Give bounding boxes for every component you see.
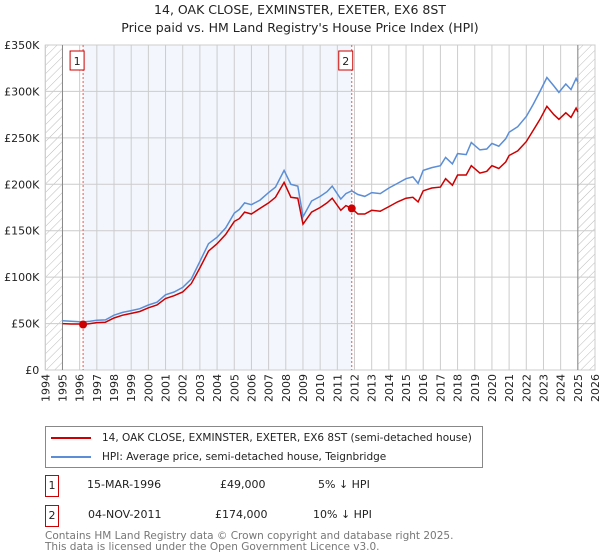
transaction-badge: 1	[45, 475, 59, 497]
x-tick-label: 2004	[211, 374, 224, 402]
footer: Contains HM Land Registry data © Crown c…	[45, 531, 453, 553]
chart-title: 14, OAK CLOSE, EXMINSTER, EXETER, EX6 8S…	[154, 2, 446, 17]
sale-badge-label: 2	[342, 55, 349, 68]
x-tick-label: 2021	[503, 374, 516, 402]
x-tick-label: 2014	[383, 374, 396, 402]
hatch-after	[577, 45, 595, 370]
transaction-row: 2 04-NOV-2011 £174,000 10% ↓ HPI	[45, 505, 445, 527]
footer-licence: This data is licensed under the Open Gov…	[45, 541, 380, 553]
sale-point	[347, 204, 356, 213]
x-tick-label: 2002	[177, 374, 190, 402]
y-tick-label: £0	[25, 364, 39, 377]
transaction-hpi: 5% ↓ HPI	[318, 478, 370, 491]
legend-label: 14, OAK CLOSE, EXMINSTER, EXETER, EX6 8S…	[102, 432, 472, 444]
x-tick-label: 2017	[434, 374, 447, 402]
x-tick-label: 2026	[589, 374, 600, 402]
y-tick-label: £300K	[4, 85, 40, 98]
x-tick-label: 2012	[349, 374, 362, 402]
x-tick-label: 2025	[572, 374, 585, 402]
legend: 14, OAK CLOSE, EXMINSTER, EXETER, EX6 8S…	[45, 426, 483, 468]
legend-swatch-blue	[51, 456, 91, 458]
legend-swatch-red	[51, 437, 91, 439]
x-tick-label: 2003	[194, 374, 207, 402]
x-tick-label: 2023	[537, 374, 550, 402]
x-tick-label: 1994	[39, 374, 52, 402]
x-tick-label: 1998	[108, 374, 121, 402]
plot-border	[44, 44, 596, 371]
footer-copyright: Contains HM Land Registry data © Crown c…	[45, 530, 454, 542]
x-tick-label: 2000	[142, 374, 155, 402]
x-tick-label: 2016	[417, 374, 430, 402]
x-tick-label: 1997	[91, 374, 104, 402]
x-tick-label: 2010	[314, 374, 327, 402]
transaction-price: £49,000	[220, 478, 266, 491]
hatch-before	[45, 45, 63, 370]
y-tick-label: £150K	[4, 225, 40, 238]
x-tick-label: 2020	[486, 374, 499, 402]
y-tick-label: £50K	[11, 318, 40, 331]
x-tick-label: 1995	[56, 374, 69, 402]
x-tick-label: 2019	[469, 374, 482, 402]
property-line	[62, 104, 579, 326]
x-tick-label: 1999	[125, 374, 138, 402]
price-chart: 1 2 1994 1995 1996 1997 1998 1999 2000 2001 2002 20…	[4, 39, 600, 402]
x-tick-label: 2015	[400, 374, 413, 402]
x-tick-label: 2001	[160, 374, 173, 402]
y-tick-label: £250K	[4, 132, 40, 145]
transaction-row: 1 15-MAR-1996 £49,000 5% ↓ HPI	[45, 475, 445, 497]
y-tick-label: £350K	[4, 39, 40, 52]
legend-item-hpi: HPI: Average price, semi-detached house,…	[51, 449, 386, 465]
sale-badge	[69, 50, 85, 71]
transaction-price: £174,000	[215, 508, 268, 521]
chart-subtitle: Price paid vs. HM Land Registry's House …	[121, 20, 479, 35]
legend-label: HPI: Average price, semi-detached house,…	[102, 451, 387, 463]
x-tick-label: 2008	[280, 374, 293, 402]
x-tick-label: 2022	[520, 374, 533, 402]
x-tick-label: 2018	[452, 374, 465, 402]
x-tick-label: 2009	[297, 374, 310, 402]
transaction-date: 15-MAR-1996	[87, 478, 162, 491]
sale-badge-label: 1	[74, 55, 81, 68]
x-tick-label: 1996	[74, 374, 87, 402]
x-tick-label: 2011	[331, 374, 344, 402]
transaction-date: 04-NOV-2011	[88, 508, 162, 521]
transaction-hpi: 10% ↓ HPI	[313, 508, 372, 521]
y-tick-label: £200K	[4, 178, 40, 191]
sale-badge	[338, 50, 354, 71]
x-tick-label: 2013	[366, 374, 379, 402]
x-tick-label: 2007	[263, 374, 276, 402]
x-tick-label: 2005	[228, 374, 241, 402]
x-tick-label: 2006	[245, 374, 258, 402]
hpi-line	[62, 76, 579, 323]
transaction-badge: 2	[45, 505, 59, 527]
sale-point	[79, 320, 88, 329]
x-tick-label: 2024	[555, 374, 568, 402]
legend-item-property: 14, OAK CLOSE, EXMINSTER, EXETER, EX6 8S…	[51, 430, 472, 446]
y-tick-label: £100K	[4, 271, 40, 284]
